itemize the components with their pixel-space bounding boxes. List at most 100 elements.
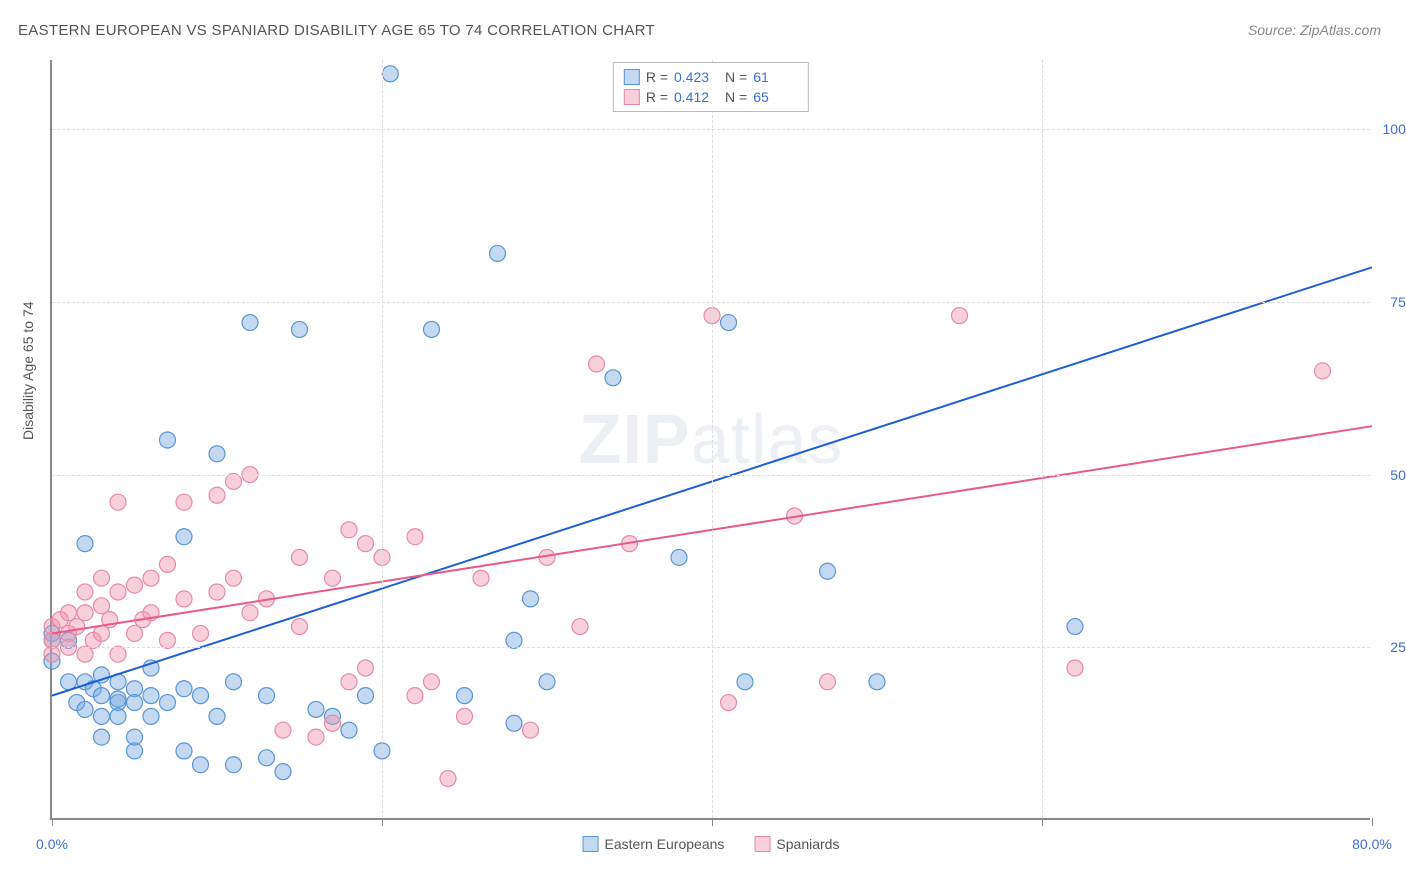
scatter-point (721, 315, 737, 331)
scatter-point (358, 536, 374, 552)
legend-row-series-1: R = 0.412 N = 65 (624, 87, 798, 107)
scatter-point (226, 570, 242, 586)
scatter-point (176, 591, 192, 607)
x-tick (1372, 818, 1373, 826)
gridline-v (712, 60, 713, 818)
scatter-point (77, 701, 93, 717)
scatter-point (721, 695, 737, 711)
legend-bottom-label-1: Spaniards (776, 836, 839, 852)
scatter-point (952, 308, 968, 324)
scatter-point (242, 605, 258, 621)
scatter-point (127, 695, 143, 711)
scatter-point (226, 757, 242, 773)
legend-n-label: N = (725, 89, 747, 105)
scatter-point (820, 674, 836, 690)
scatter-point (572, 619, 588, 635)
scatter-point (308, 729, 324, 745)
scatter-point (143, 708, 159, 724)
scatter-point (523, 722, 539, 738)
x-tick-label: 0.0% (36, 836, 68, 852)
plot-area: ZIPatlas R = 0.423 N = 61 R = 0.412 N = … (50, 60, 1370, 820)
scatter-point (506, 715, 522, 731)
gridline-h (52, 647, 1370, 648)
legend-n-label: N = (725, 69, 747, 85)
scatter-point (226, 674, 242, 690)
x-tick (1042, 818, 1043, 826)
gridline-v (1042, 60, 1043, 818)
scatter-point (127, 729, 143, 745)
scatter-point (473, 570, 489, 586)
legend-row-series-0: R = 0.423 N = 61 (624, 67, 798, 87)
scatter-point (176, 529, 192, 545)
scatter-point (193, 688, 209, 704)
legend-r-label: R = (646, 69, 668, 85)
scatter-point (110, 708, 126, 724)
scatter-point (94, 729, 110, 745)
scatter-point (160, 432, 176, 448)
scatter-point (176, 494, 192, 510)
scatter-point (259, 688, 275, 704)
legend-item-1: Spaniards (754, 836, 839, 852)
scatter-point (94, 688, 110, 704)
scatter-point (1067, 660, 1083, 676)
x-tick (52, 818, 53, 826)
source-attribution: Source: ZipAtlas.com (1248, 22, 1381, 38)
legend-bottom-label-0: Eastern Europeans (605, 836, 725, 852)
scatter-point (77, 584, 93, 600)
scatter-point (737, 674, 753, 690)
chart-title: EASTERN EUROPEAN VS SPANIARD DISABILITY … (18, 22, 655, 39)
scatter-point (407, 688, 423, 704)
y-tick-label: 25.0% (1390, 639, 1406, 655)
scatter-point (176, 743, 192, 759)
scatter-point (382, 66, 398, 82)
legend-r-value-0: 0.423 (674, 69, 719, 85)
scatter-point (61, 605, 77, 621)
scatter-point (1067, 619, 1083, 635)
scatter-point (292, 549, 308, 565)
legend-bottom-swatch-0 (583, 836, 599, 852)
scatter-point (292, 321, 308, 337)
scatter-point (209, 487, 225, 503)
scatter-point (358, 660, 374, 676)
scatter-point (209, 708, 225, 724)
y-tick-label: 75.0% (1390, 294, 1406, 310)
scatter-point (490, 245, 506, 261)
scatter-point (671, 549, 687, 565)
gridline-h (52, 129, 1370, 130)
scatter-point (160, 632, 176, 648)
scatter-point (242, 315, 258, 331)
scatter-point (820, 563, 836, 579)
scatter-point (94, 708, 110, 724)
scatter-point (69, 619, 85, 635)
scatter-point (127, 577, 143, 593)
scatter-point (110, 691, 126, 707)
legend-swatch-1 (624, 89, 640, 105)
gridline-v (382, 60, 383, 818)
scatter-point (358, 688, 374, 704)
scatter-point (110, 584, 126, 600)
scatter-point (457, 688, 473, 704)
scatter-point (523, 591, 539, 607)
scatter-point (226, 473, 242, 489)
scatter-point (193, 757, 209, 773)
scatter-point (440, 771, 456, 787)
scatter-point (457, 708, 473, 724)
y-tick-label: 50.0% (1390, 467, 1406, 483)
legend-r-label: R = (646, 89, 668, 105)
chart-container: EASTERN EUROPEAN VS SPANIARD DISABILITY … (0, 0, 1406, 892)
scatter-point (94, 570, 110, 586)
legend-bottom-swatch-1 (754, 836, 770, 852)
chart-svg (52, 60, 1370, 818)
gridline-h (52, 302, 1370, 303)
scatter-point (407, 529, 423, 545)
y-axis-title: Disability Age 65 to 74 (20, 301, 36, 440)
correlation-legend: R = 0.423 N = 61 R = 0.412 N = 65 (613, 62, 809, 112)
scatter-point (341, 722, 357, 738)
scatter-point (325, 715, 341, 731)
scatter-point (1315, 363, 1331, 379)
scatter-point (341, 522, 357, 538)
scatter-point (275, 722, 291, 738)
scatter-point (143, 688, 159, 704)
scatter-point (160, 695, 176, 711)
scatter-point (424, 674, 440, 690)
